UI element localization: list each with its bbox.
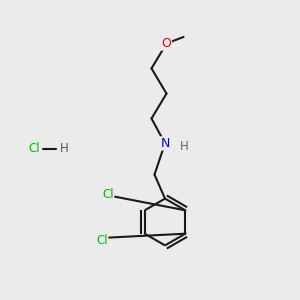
Text: Cl: Cl	[96, 233, 108, 247]
Text: N: N	[160, 137, 170, 150]
Text: H: H	[180, 140, 189, 153]
Text: Cl: Cl	[29, 142, 40, 155]
Text: O: O	[162, 37, 171, 50]
Text: Cl: Cl	[102, 188, 114, 202]
Text: H: H	[60, 142, 69, 155]
